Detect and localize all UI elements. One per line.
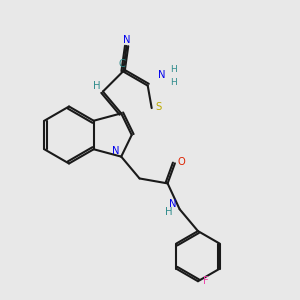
Text: N: N [158,70,166,80]
Text: H: H [170,64,177,74]
Text: N: N [123,35,130,45]
Text: F: F [202,276,208,286]
Text: C: C [118,59,125,69]
Text: O: O [177,157,185,167]
Text: H: H [165,207,173,217]
Text: N: N [112,146,120,156]
Text: H: H [170,78,177,87]
Text: N: N [169,199,177,209]
Text: S: S [155,102,161,112]
Text: H: H [92,81,100,91]
